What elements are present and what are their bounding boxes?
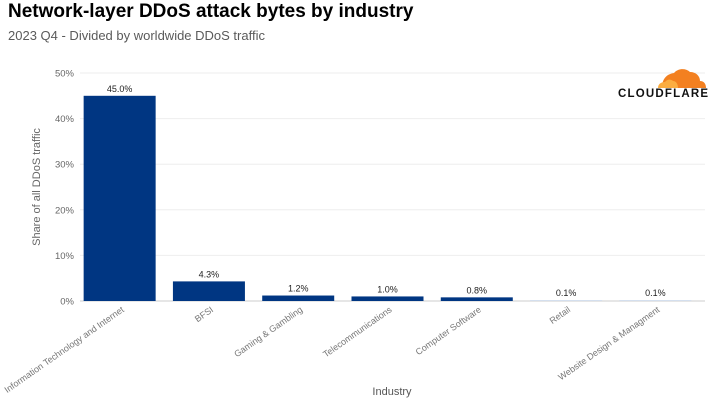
data-label: 45.0% [107, 84, 133, 94]
y-tick-label: 10% [55, 251, 75, 262]
y-tick-label: 30% [55, 160, 75, 171]
y-tick-label: 50% [55, 69, 75, 80]
chart-subtitle: 2023 Q4 - Divided by worldwide DDoS traf… [8, 28, 265, 43]
x-tick-label: BFSI [193, 304, 215, 324]
x-tick-label: Retail [548, 304, 573, 325]
bar [262, 295, 335, 301]
y-tick-label: 20% [55, 205, 75, 216]
data-label: 1.2% [288, 284, 309, 294]
bar [172, 281, 245, 301]
data-label: 0.8% [467, 285, 488, 295]
bar [530, 300, 603, 301]
x-tick-label: Computer Software [414, 304, 483, 357]
logo-wordmark: CLOUDFLARE [618, 88, 710, 100]
bar [440, 297, 513, 301]
bar [351, 296, 424, 301]
x-tick-label: Website Design & Managment [556, 304, 662, 382]
cloudflare-logo: CLOUDFLARE [618, 68, 710, 104]
data-label: 1.0% [377, 284, 398, 294]
y-axis-label: Share of all DDoS traffic [31, 128, 43, 246]
x-axis-label: Industry [372, 386, 412, 398]
x-tick-label: Gaming & Gambling [232, 304, 304, 359]
x-tick-label: Information Technology and Internet [3, 304, 127, 395]
data-label: 0.1% [645, 288, 666, 298]
data-label: 4.3% [199, 269, 220, 279]
x-tick-label: Telecommunications [321, 304, 394, 359]
bar [619, 300, 692, 301]
bar [83, 95, 156, 301]
data-label: 0.1% [556, 288, 577, 298]
y-tick-label: 0% [60, 297, 74, 308]
chart-title: Network-layer DDoS attack bytes by indus… [8, 1, 414, 22]
cloud-icon [658, 69, 706, 88]
y-tick-label: 40% [55, 114, 75, 125]
